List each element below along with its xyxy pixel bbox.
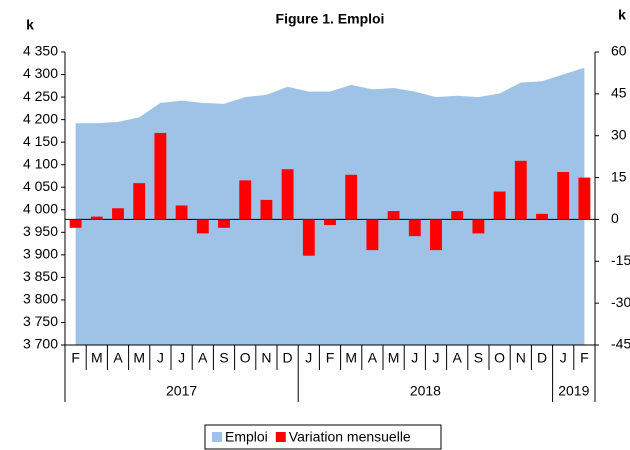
y-tick-label: 4 300 <box>23 65 58 81</box>
legend-swatch <box>212 432 222 442</box>
bar <box>536 213 548 220</box>
y-tick-label: 3 950 <box>23 223 58 239</box>
bar <box>154 132 167 220</box>
x-tick-label: F <box>326 350 335 366</box>
bar <box>218 219 230 228</box>
x-tick-label: A <box>368 350 378 366</box>
x-tick-label: O <box>240 350 251 366</box>
area <box>75 67 585 346</box>
x-tick-label: F <box>580 350 589 366</box>
bar <box>345 174 358 220</box>
x-tick-label: S <box>219 350 228 366</box>
y2-tick-label: 15 <box>611 168 627 184</box>
bar <box>430 219 442 251</box>
legend-label: Emploi <box>225 429 268 445</box>
x-tick-label: A <box>453 350 463 366</box>
y-tick-label: 3 850 <box>23 268 58 284</box>
x-tick-label: M <box>91 350 103 366</box>
x-tick-label: S <box>474 350 483 366</box>
bar <box>133 183 146 220</box>
bar <box>112 208 124 220</box>
bar <box>366 219 379 251</box>
y-tick-label: 3 700 <box>23 336 58 352</box>
year-label: 2018 <box>410 383 441 399</box>
y2-tick-label: 60 <box>611 43 627 59</box>
x-tick-label: J <box>560 350 567 366</box>
bar <box>260 199 273 220</box>
bar <box>302 219 315 256</box>
bar <box>196 219 209 234</box>
bar <box>324 219 336 226</box>
y-tick-label: 4 350 <box>23 43 58 59</box>
y-tick-label: 4 050 <box>23 178 58 194</box>
x-tick-label: F <box>71 350 80 366</box>
year-label: 2017 <box>166 383 197 399</box>
y2-tick-label: 0 <box>611 210 619 226</box>
y2-axis-label: k <box>618 7 626 23</box>
bar <box>472 219 485 234</box>
y-axis-label: k <box>26 17 34 33</box>
bar <box>451 211 464 220</box>
x-tick-label: J <box>178 350 185 366</box>
bar <box>69 219 82 228</box>
x-tick-label: N <box>261 350 271 366</box>
y2-tick-label: -45 <box>611 336 630 352</box>
legend-box <box>204 424 442 450</box>
year-label: 2019 <box>558 383 589 399</box>
y-tick-label: 4 000 <box>23 200 58 216</box>
x-tick-label: A <box>113 350 123 366</box>
bar <box>408 219 421 237</box>
x-tick-label: J <box>157 350 164 366</box>
bar <box>387 211 400 220</box>
bar <box>239 180 252 220</box>
x-tick-label: J <box>433 350 440 366</box>
y-tick-label: 3 800 <box>23 291 58 307</box>
legend-swatch <box>275 432 286 442</box>
y2-tick-label: -15 <box>611 252 630 268</box>
y-tick-label: 3 900 <box>23 246 58 262</box>
y2-tick-label: 30 <box>611 126 627 142</box>
x-tick-label: O <box>494 350 505 366</box>
x-tick-label: M <box>388 350 400 366</box>
y-tick-label: 3 750 <box>23 313 58 329</box>
x-tick-label: J <box>305 350 312 366</box>
y-tick-label: 4 150 <box>23 133 58 149</box>
bar <box>557 171 570 220</box>
y-tick-label: 4 250 <box>23 88 58 104</box>
x-tick-label: M <box>133 350 145 366</box>
x-tick-label: N <box>516 350 526 366</box>
bar <box>175 205 188 220</box>
y-tick-label: 4 100 <box>23 155 58 171</box>
bar <box>514 160 527 220</box>
x-tick-label: D <box>283 350 293 366</box>
x-tick-label: D <box>537 350 547 366</box>
x-tick-label: M <box>345 350 357 366</box>
bar <box>281 169 294 220</box>
y2-tick-label: -30 <box>611 294 630 310</box>
y-tick-label: 4 200 <box>23 110 58 126</box>
bar <box>90 216 103 220</box>
legend-label: Variation mensuelle <box>289 429 411 445</box>
bar <box>493 191 506 220</box>
chart-title: Figure 1. Emploi <box>276 11 385 27</box>
bar <box>578 177 591 220</box>
y2-tick-label: 45 <box>611 85 627 101</box>
x-tick-label: J <box>411 350 418 366</box>
x-tick-label: A <box>198 350 208 366</box>
